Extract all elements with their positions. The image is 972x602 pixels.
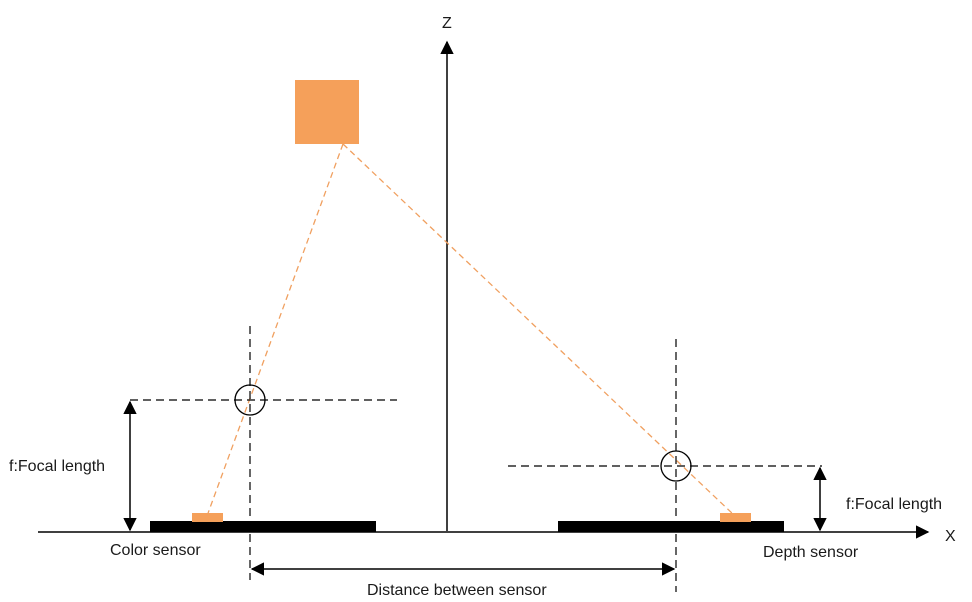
- focal-length-label-right: f:Focal length: [846, 496, 942, 513]
- color-sensor-bar: [150, 521, 376, 532]
- color-projection: [192, 513, 223, 522]
- depth-sensor-bar: [558, 521, 784, 532]
- color-lens-center: [234, 384, 266, 416]
- object-square: [295, 80, 359, 144]
- ray-to-color-sensor: [206, 143, 344, 517]
- depth-sensor-label: Depth sensor: [763, 544, 859, 561]
- focal-length-label-left: f:Focal length: [9, 458, 105, 475]
- ray-to-depth-sensor: [342, 143, 736, 517]
- z-axis-label: Z: [442, 15, 452, 32]
- depth-lens-center: [660, 450, 692, 482]
- x-axis-label: X: [945, 528, 956, 545]
- baseline-label: Distance between sensor: [367, 582, 547, 599]
- depth-projection: [720, 513, 751, 522]
- color-sensor-label: Color sensor: [110, 542, 201, 559]
